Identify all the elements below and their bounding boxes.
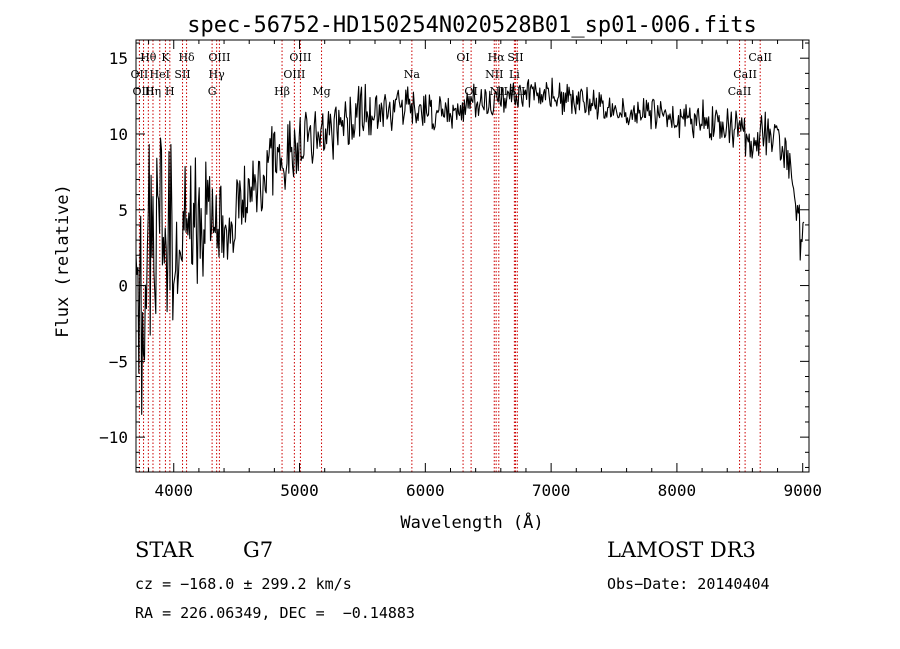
- spectral-line-label: CaII: [748, 51, 772, 64]
- spectral-line-label: OII: [131, 68, 149, 81]
- spectral-line-label: Hα: [488, 51, 506, 64]
- spectral-line-label: Hβ: [274, 85, 290, 98]
- x-axis: 4000 5000 6000 7000 8000 9000: [148, 40, 822, 500]
- spectral-line-label: Hθ: [140, 51, 157, 64]
- spectral-line-label: OIII: [208, 51, 230, 64]
- spectral-line-label: CaII: [733, 68, 757, 81]
- chart-title: spec-56752-HD150254N020528B01_sp01-006.f…: [187, 13, 757, 38]
- y-axis-label: Flux (relative): [53, 184, 73, 338]
- x-tick-label: 8000: [658, 481, 697, 500]
- plot-frame: [135, 39, 810, 473]
- x-tick-label: 6000: [406, 481, 445, 500]
- y-tick-label: 0: [118, 277, 128, 296]
- observation-date: Obs−Date: 20140404: [607, 575, 770, 593]
- y-tick-label: 10: [109, 125, 128, 144]
- spectral-line-label: G: [208, 85, 217, 98]
- spectral-line-label: Hη: [145, 85, 161, 98]
- y-axis: −10 −5 0 5 10 15: [99, 42, 809, 468]
- spectral-line-label: K: [161, 51, 170, 64]
- spectrum-line: [135, 77, 805, 415]
- survey-name: LAMOST DR3: [607, 538, 756, 562]
- y-tick-label: −5: [109, 352, 128, 371]
- x-tick-label: 5000: [280, 481, 319, 500]
- coordinates: RA = 226.06349, DEC = −0.14883: [135, 604, 415, 622]
- spectral-line-label: Hδ: [178, 51, 195, 64]
- y-tick-label: 5: [118, 201, 128, 220]
- object-class: STAR: [135, 538, 194, 562]
- spectral-line-label: OI: [456, 51, 469, 64]
- redshift-velocity: cz = −168.0 ± 299.2 km/s: [135, 575, 352, 593]
- spectral-line-label: CaII: [728, 85, 752, 98]
- spectral-line-label: Hγ: [209, 68, 226, 81]
- x-tick-label: 7000: [532, 481, 571, 500]
- object-subclass: G7: [243, 538, 274, 562]
- spectral-line-label: SII: [174, 68, 190, 81]
- spectral-line-markers: [138, 40, 761, 472]
- spectral-line-label: Na: [404, 68, 421, 81]
- y-tick-label: −10: [99, 428, 128, 447]
- spectral-line-label: Mg: [312, 85, 330, 98]
- y-tick-label: 15: [109, 49, 128, 68]
- spectral-line-label: OIII: [283, 68, 305, 81]
- spectral-line-label: NII: [485, 68, 503, 81]
- spectral-line-label: Li: [509, 68, 520, 81]
- x-tick-label: 4000: [154, 481, 193, 500]
- x-tick-label: 9000: [783, 481, 822, 500]
- spectral-line-label: OIII: [289, 51, 311, 64]
- spectral-line-label: HeI: [150, 68, 170, 81]
- spectral-line-label: H: [165, 85, 175, 98]
- spectral-line-label: SII: [507, 51, 523, 64]
- x-axis-label: Wavelength (Å): [400, 511, 543, 533]
